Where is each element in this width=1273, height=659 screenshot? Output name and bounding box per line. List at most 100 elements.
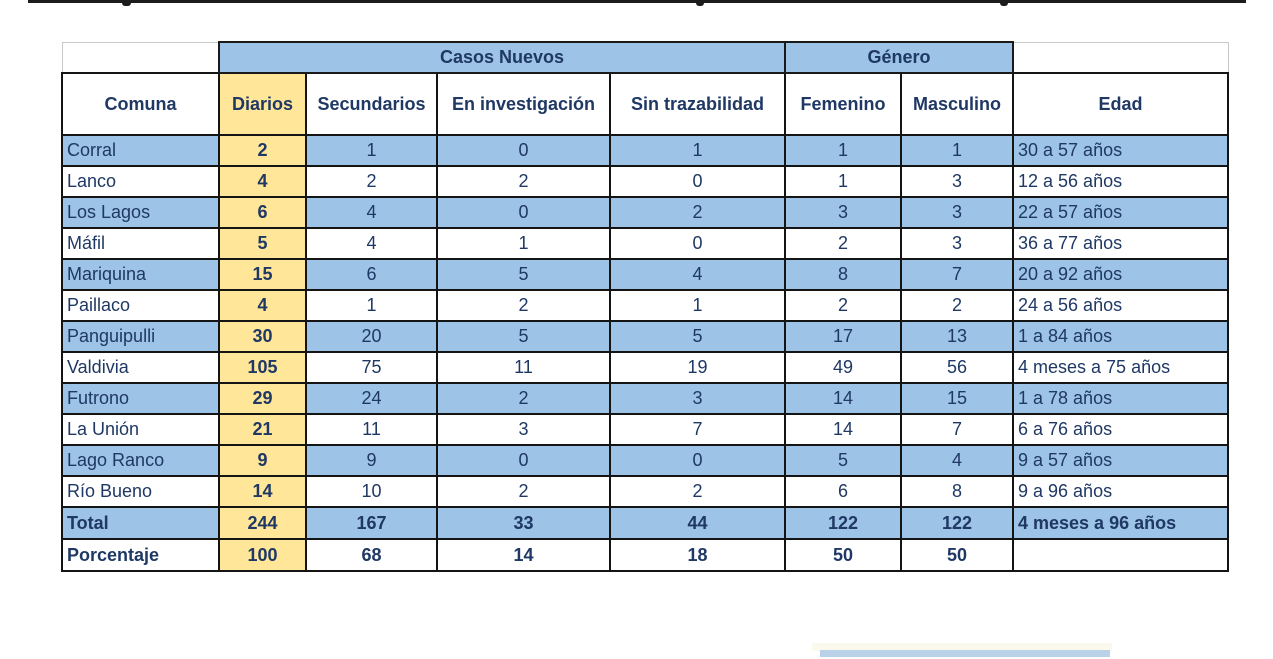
cell-edad: 30 a 57 años [1012, 134, 1229, 167]
table-row-valdivia: Valdivia 105 75 11 19 49 56 4 meses a 75… [61, 351, 1229, 384]
row-label: Porcentaje [61, 538, 220, 572]
cell: 50 [900, 538, 1014, 572]
group-header-genero: Género [784, 41, 1014, 74]
cell: 1 [609, 289, 786, 322]
cell: 0 [436, 134, 611, 167]
cell: 2 [436, 382, 611, 415]
cell: 11 [436, 351, 611, 384]
column-header-comuna: Comuna [61, 72, 220, 136]
cell: 19 [609, 351, 786, 384]
cell-edad: 6 a 76 años [1012, 413, 1229, 446]
cell: 68 [305, 538, 438, 572]
cell: 2 [436, 289, 611, 322]
cell: 122 [900, 506, 1014, 540]
cell-diarios: 9 [218, 444, 307, 477]
table-row-lago-ranco: Lago Ranco 9 9 0 0 5 4 9 a 57 años [61, 444, 1229, 477]
cell: 2 [436, 165, 611, 198]
cell: 3 [900, 196, 1014, 229]
column-header-row: Comuna Diarios Secundarios En investigac… [61, 72, 1229, 136]
cell-edad: 12 a 56 años [1012, 165, 1229, 198]
cell: 18 [609, 538, 786, 572]
column-header-sin-trazabilidad: Sin trazabilidad [609, 72, 786, 136]
table-row-los-lagos: Los Lagos 6 4 0 2 3 3 22 a 57 años [61, 196, 1229, 229]
cell-diarios: 21 [218, 413, 307, 446]
cell: 7 [900, 258, 1014, 291]
table-row-la-union: La Unión 21 11 3 7 14 7 6 a 76 años [61, 413, 1229, 446]
cropped-text-remnant [28, 0, 1246, 3]
cell: 3 [900, 165, 1014, 198]
cell: 0 [609, 444, 786, 477]
column-header-femenino: Femenino [784, 72, 902, 136]
cropped-blue-bar-remnant [820, 650, 1110, 657]
cell: 1 [900, 134, 1014, 167]
cell: 17 [784, 320, 902, 353]
cell: 14 [436, 538, 611, 572]
cell: 2 [436, 475, 611, 508]
cell-diarios: 29 [218, 382, 307, 415]
group-header-row: Casos Nuevos Género [61, 41, 1229, 74]
cell: 9 [305, 444, 438, 477]
row-label: Corral [61, 134, 220, 167]
cell: 2 [900, 289, 1014, 322]
column-header-masculino: Masculino [900, 72, 1014, 136]
cell: 2 [784, 289, 902, 322]
cell: 3 [436, 413, 611, 446]
cell: 1 [436, 227, 611, 260]
row-label: Paillaco [61, 289, 220, 322]
cell: 24 [305, 382, 438, 415]
group-header-empty-right [1012, 41, 1229, 74]
cell-edad: 20 a 92 años [1012, 258, 1229, 291]
row-label: Lanco [61, 165, 220, 198]
cell: 10 [305, 475, 438, 508]
cell-edad: 9 a 96 años [1012, 475, 1229, 508]
cell: 8 [900, 475, 1014, 508]
group-header-casos-nuevos: Casos Nuevos [218, 41, 786, 74]
cell: 14 [784, 413, 902, 446]
casos-comuna-table: Casos Nuevos Género Comuna Diarios Secun… [61, 41, 1229, 572]
table-row-mariquina: Mariquina 15 6 5 4 8 7 20 a 92 años [61, 258, 1229, 291]
row-label: Lago Ranco [61, 444, 220, 477]
cell: 167 [305, 506, 438, 540]
cell-diarios: 105 [218, 351, 307, 384]
cell-diarios: 4 [218, 289, 307, 322]
cell: 5 [436, 320, 611, 353]
cell: 1 [784, 165, 902, 198]
cell: 4 [305, 196, 438, 229]
cell-diarios: 100 [218, 538, 307, 572]
cell: 56 [900, 351, 1014, 384]
cell-edad: 4 meses a 96 años [1012, 506, 1229, 540]
cell: 5 [436, 258, 611, 291]
cell: 3 [784, 196, 902, 229]
cell: 0 [436, 444, 611, 477]
cell: 2 [784, 227, 902, 260]
row-label: Valdivia [61, 351, 220, 384]
table-row-mafil: Máfil 5 4 1 0 2 3 36 a 77 años [61, 227, 1229, 260]
table-row-rio-bueno: Río Bueno 14 10 2 2 6 8 9 a 96 años [61, 475, 1229, 508]
cell: 1 [305, 134, 438, 167]
cell-edad: 22 a 57 años [1012, 196, 1229, 229]
cell: 20 [305, 320, 438, 353]
cell-edad: 9 a 57 años [1012, 444, 1229, 477]
cell: 2 [305, 165, 438, 198]
cell-edad: 36 a 77 años [1012, 227, 1229, 260]
cell-edad [1012, 538, 1229, 572]
cropped-text-descender [1000, 2, 1008, 6]
cell: 6 [784, 475, 902, 508]
cell: 49 [784, 351, 902, 384]
cell: 3 [609, 382, 786, 415]
table-row-porcentaje: Porcentaje 100 68 14 18 50 50 [61, 538, 1229, 572]
cropped-element-remnant [812, 643, 1112, 651]
cropped-text-descender [696, 2, 704, 6]
cell-diarios: 4 [218, 165, 307, 198]
cell-diarios: 15 [218, 258, 307, 291]
cell-diarios: 6 [218, 196, 307, 229]
table-row-total: Total 244 167 33 44 122 122 4 meses a 96… [61, 506, 1229, 540]
cell-diarios: 14 [218, 475, 307, 508]
cell-edad: 4 meses a 75 años [1012, 351, 1229, 384]
cell: 14 [784, 382, 902, 415]
cell-edad: 1 a 84 años [1012, 320, 1229, 353]
cell: 122 [784, 506, 902, 540]
cell: 7 [900, 413, 1014, 446]
cell: 5 [784, 444, 902, 477]
cell: 0 [609, 165, 786, 198]
